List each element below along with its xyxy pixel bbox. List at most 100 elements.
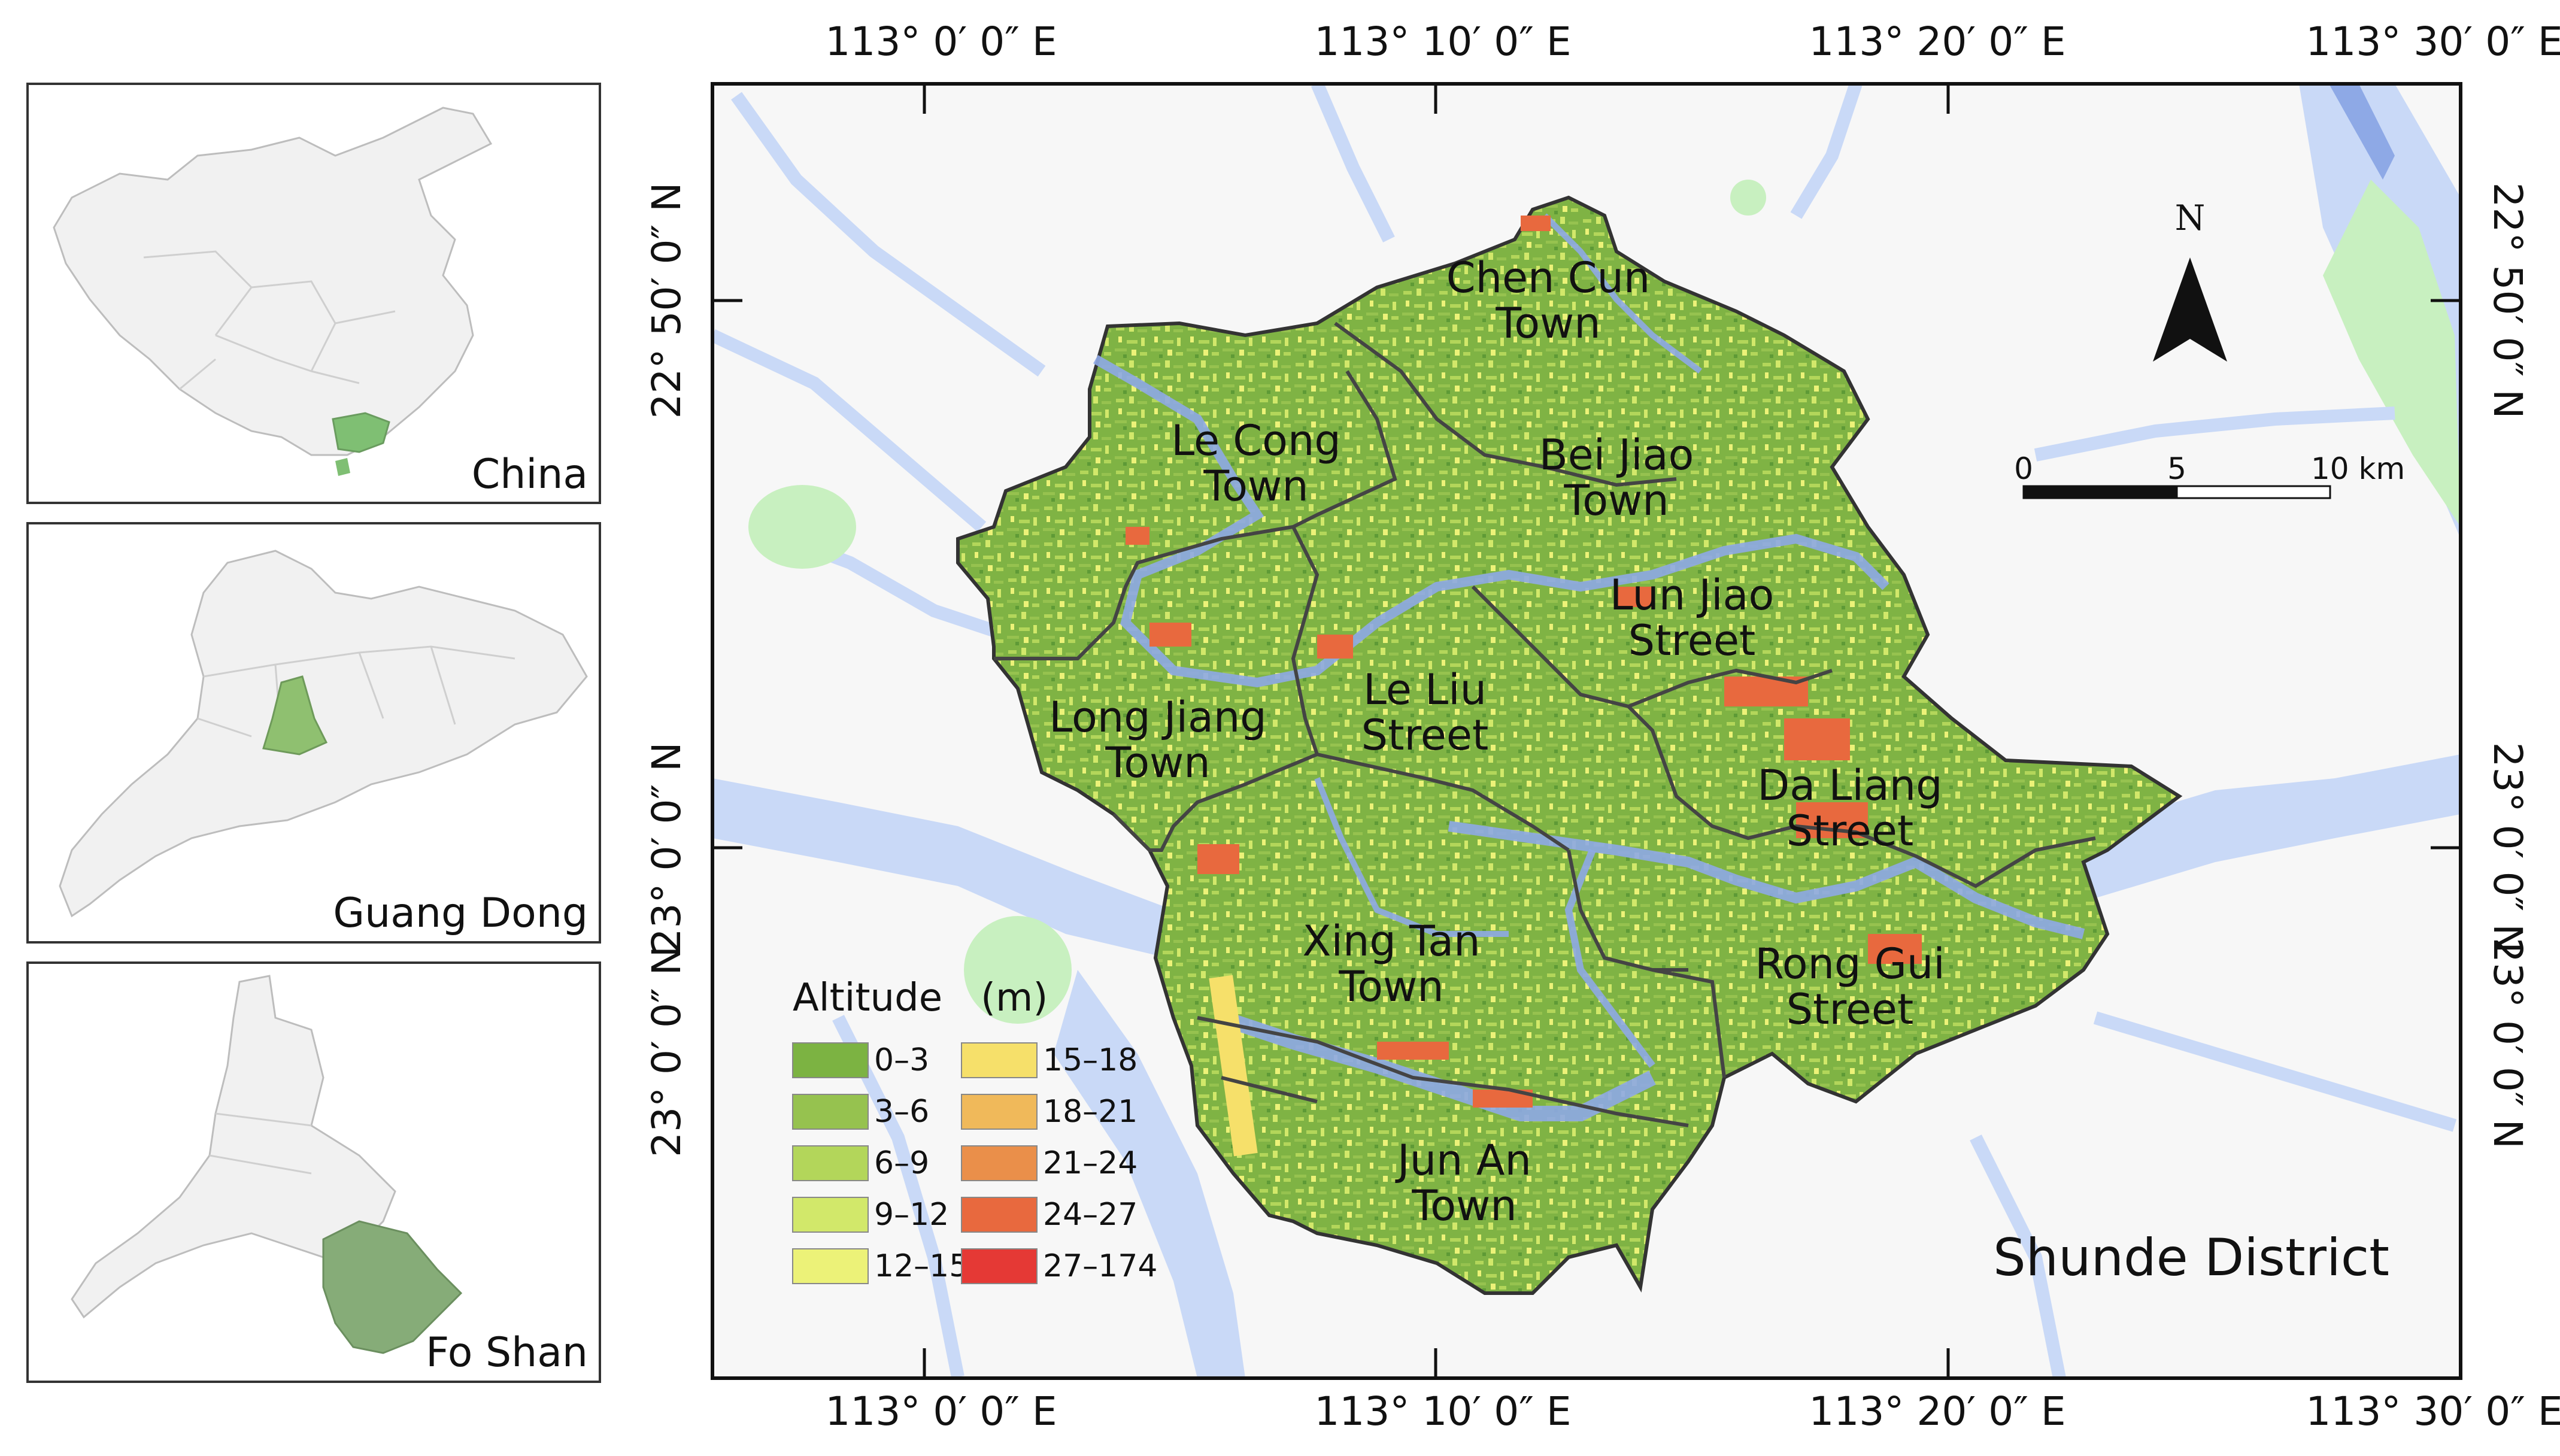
altitude-patch [1868,934,1922,964]
region-label: Street [1361,711,1489,760]
altitude-patch [1126,527,1149,545]
altitude-patch [1149,623,1191,647]
foshan-highlight [262,675,328,756]
legend-swatch [792,1042,869,1078]
region-label: Le Liu [1363,665,1487,714]
legend-label: 15–18 [1043,1042,1138,1078]
shunde-altitude-raster [956,195,2183,1295]
foshan-district-lines [209,1112,312,1175]
vegetation-patch [748,485,856,569]
scale-bar-segment [2176,485,2331,499]
legend-label: 12–15 [874,1248,969,1284]
interior-river [1314,777,1509,937]
region-label: Jun An [1395,1136,1531,1185]
region-label: Street [1628,616,1756,665]
legend-swatch [792,1197,869,1233]
lon-label-top: 113° 30′ 0″ E [2306,19,2560,65]
region-label: Long Jiang [1049,693,1266,742]
inset-label-china: China [472,451,588,498]
lon-label-bottom: 113° 30′ 0″ E [2306,1388,2560,1434]
region-label: Da Liang [1757,761,1942,810]
china-province-lines [143,250,396,390]
legend-label: 21–24 [1043,1145,1138,1181]
legend-swatch [961,1197,1038,1233]
altitude-patch [1377,1042,1449,1060]
inset-china: China [26,83,601,504]
map-frame [711,82,2462,1380]
shunde-highlight [322,1220,463,1354]
legend-label: 0–3 [874,1042,929,1078]
tributary-rivers [712,84,2457,1378]
region-label: Xing Tan [1303,917,1481,966]
south-river [1054,970,1245,1378]
lat-label-left: 23° 0′ 0″ N [644,742,690,954]
guangdong-outline [59,550,588,918]
region-label: Town [1495,299,1600,348]
north-arrow: N [2153,198,2227,362]
region-boundaries [994,321,2096,1127]
legend-swatch [961,1042,1038,1078]
region-label: Rong Gui [1755,939,1945,988]
region-label: Town [1338,962,1443,1011]
scale-label: 0 [2014,451,2033,486]
legend-swatch [792,1145,869,1181]
district-name: Shunde District [1993,1228,2389,1288]
scale-label: 10 km [2311,451,2405,486]
interior-river [1542,213,1702,374]
altitude-patch [1317,635,1353,659]
lon-label-top: 113° 20′ 0″ E [1809,19,2065,65]
lat-label-right: 23° 0′ 0″ N [2485,938,2531,1149]
legend-label: 27–174 [1043,1248,1157,1284]
lon-label-bottom: 113° 10′ 0″ E [1314,1388,1571,1434]
north-arrow-icon [2153,257,2227,362]
region-label: Town [1203,462,1308,511]
high-altitude-patches [1126,216,1922,1108]
scale-bar: 0 5 10 km [2014,451,2405,499]
estuary-deep-channel [2329,84,2395,180]
lat-label-left: 23° 0′ 0″ N [644,946,690,1157]
legend-label: 18–21 [1043,1094,1138,1130]
surroundings [712,84,2461,1378]
interior-river [1448,821,2085,939]
hainan-shape [335,458,350,476]
altitude-legend: Altitude (m) 0–3 3–6 6–9 9–12 12–15 15–18 18–2… [792,976,1157,1284]
west-river [712,778,1173,958]
legend-swatch [961,1248,1038,1284]
region-label: Town [1563,476,1669,525]
guangdong-highlight [332,412,390,453]
china-outline [53,107,493,456]
inset-label-foshan: Fo Shan [426,1329,588,1376]
foshan-outline [71,975,396,1319]
region-labels: Chen Cun Town Le Cong Town Bei Jiao Town… [1049,253,1945,1230]
legend-items: 0–3 3–6 6–9 9–12 12–15 15–18 18–21 21–24 24–27 27… [792,1042,1157,1284]
inset-foshan: Fo Shan [26,961,601,1383]
vegetation-island [2323,180,2461,527]
altitude-patch [1197,844,1239,874]
altitude-patch [1616,587,1652,607]
region-label: Street [1786,806,1914,856]
lon-label-bottom: 113° 20′ 0″ E [1809,1388,2065,1434]
legend-label: 6–9 [874,1145,929,1181]
main-map [712,84,2461,1378]
legend-title: Altitude (m) [793,976,1048,1020]
lat-label-left: 22° 50′ 0″ N [644,183,690,419]
region-label: Town [1105,738,1210,787]
interior-river [1218,1010,1656,1121]
legend-label: 24–27 [1043,1197,1138,1233]
altitude-patch [1521,216,1551,231]
altitude-patch [1784,718,1850,760]
legend-swatch [961,1094,1038,1130]
east-river [1976,754,2461,934]
scale-label: 5 [2167,451,2186,486]
scale-bar-segment [2022,485,2178,499]
inset-guangdong: Guang Dong [26,522,601,944]
region-label: Bei Jiao [1539,430,1694,480]
region-label: Le Cong [1171,416,1341,465]
interior-river [1093,355,1889,688]
north-label: N [2175,198,2206,238]
legend-swatch [792,1248,869,1284]
legend-label: 9–12 [874,1197,949,1233]
lon-label-bottom: 113° 0′ 0″ E [825,1388,1057,1434]
lat-label-right: 22° 50′ 0″ N [2485,183,2531,419]
